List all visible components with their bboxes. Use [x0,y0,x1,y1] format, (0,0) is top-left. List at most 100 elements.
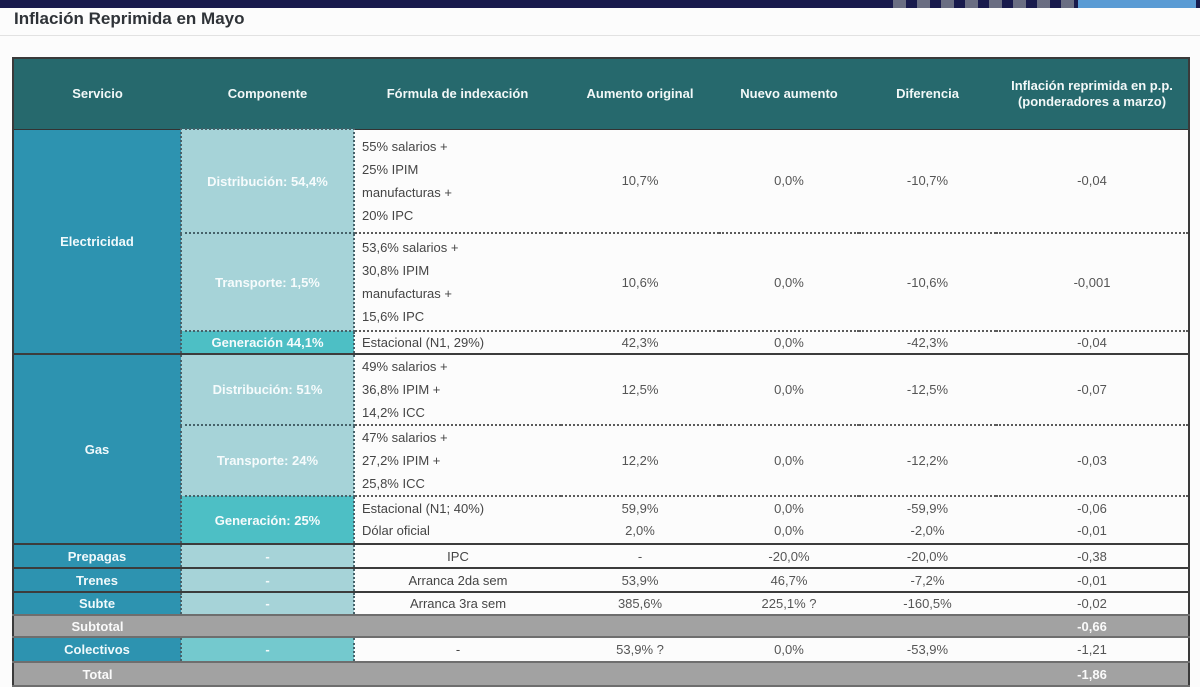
cell-servicio-subte: Subte [13,591,181,615]
cell-formula: Arranca 2da sem [354,567,561,592]
cell-inflacion-reprimida: -0,03 [996,424,1189,496]
value-line: -59,9% [906,501,949,516]
cell-inflacion-reprimida: -1,21 [996,636,1189,662]
cell-formula: 49% salarios + 36,8% IPIM + 14,2% ICC [354,353,561,425]
cell-formula: 53,6% salarios + 30,8% IPIM manufacturas… [354,232,561,331]
row-electricidad-distribucion: Electricidad Distribución: 54,4% 55% sal… [13,128,1189,354]
formula-line: 47% salarios + [362,430,448,445]
cell-total-spacer [181,661,996,687]
formula-line: Estacional (N1; 40%) [362,501,485,516]
value-line: 0,0% [774,501,804,516]
site-top-bar [0,0,1200,8]
value-line: 0,0% [774,523,804,538]
cell-nuevo-aumento: -20,0% [719,543,859,568]
cell-componente: - [180,636,355,663]
row-colectivos: Colectivos - - 53,9% ? 0,0% -53,9% -1,21 [13,636,1189,663]
value-line: -2,0% [910,523,945,538]
formula-line: 30,8% IPIM [362,263,430,278]
cell-nuevo-aumento: 0,0% [719,636,859,662]
col-header-nuevo-aumento: Nuevo aumento [719,58,859,130]
cell-formula: Arranca 3ra sem [354,591,561,615]
cell-aumento-original: 10,7% [621,173,659,189]
cell-aumento-original: 10,6% [561,232,719,331]
cell-inflacion-reprimida: -0,02 [996,591,1189,615]
row-electricidad-transporte: Transporte: 1,5% 53,6% salarios + 30,8% … [13,232,1189,332]
cell-subtotal-spacer [181,614,996,638]
cell-formula: - [354,636,561,662]
cell-inflacion-reprimida: -0,04 [996,330,1189,354]
cell-servicio-electricidad: Electricidad [13,129,181,354]
cell-total-inflacion: -1,86 [996,661,1189,687]
row-prepagas: Prepagas - IPC - -20,0% -20,0% -0,38 [13,543,1189,569]
cell-subtotal-label: Subtotal [13,614,181,638]
cell-nuevo-aumento: 0,0% [719,232,859,331]
table-header-row: Servicio Componente Fórmula de indexació… [13,58,1189,130]
formula-line: 27,2% IPIM + [362,453,441,468]
cell-formula: Estacional (N1; 40%) Dólar oficial [354,495,561,544]
cell-aumento-original: 53,9% ? [561,636,719,662]
cell-diferencia: -7,2% [859,567,996,592]
value-line: 2,0% [625,523,655,538]
cell-aumento-original: 12,5% [561,353,719,425]
formula-line: 20% IPC [362,207,414,223]
cell-inflacion-reprimida: -0,001 [996,232,1189,331]
inflation-table: Servicio Componente Fórmula de indexació… [12,57,1190,687]
cell-aumento-original: 59,9% 2,0% [561,495,719,544]
formula-line: Dólar oficial [362,523,430,538]
cell-diferencia: -12,5% [859,353,996,425]
cell-formula: 55% salarios + 25% IPIM manufacturas + 2… [354,129,561,233]
cell-aumento-original: 12,2% [561,424,719,496]
cell-inflacion-reprimida: -0,04 [1077,173,1107,189]
col-header-diferencia: Diferencia [859,58,996,130]
cell-aumento-original: - [561,543,719,568]
formula-line: manufacturas + [362,184,452,200]
cell-servicio-prepagas: Prepagas [13,543,181,568]
value-line: -0,01 [1077,523,1107,538]
title-divider [0,35,1200,36]
cell-inflacion-reprimida: -0,01 [996,567,1189,592]
col-header-inflacion-reprimida: Inflación reprimida en p.p. (ponderadore… [996,58,1189,130]
cell-componente-distribucion: Distribución: 51% [180,353,355,426]
formula-line: 25% IPIM [362,161,419,177]
row-subtotal: Subtotal -0,66 [13,614,1189,638]
cell-servicio-trenes: Trenes [13,567,181,592]
cell-diferencia: -10,7% [906,173,949,189]
row-subte: Subte - Arranca 3ra sem 385,6% 225,1% ? … [13,591,1189,616]
cell-diferencia: -59,9% -2,0% [859,495,996,544]
col-header-aumento-original: Aumento original [561,58,719,130]
row-gas-distribucion: Gas Distribución: 51% 49% salarios + 36,… [13,353,1189,544]
formula-line: 53,6% salarios + [362,240,459,255]
col-header-formula: Fórmula de indexación [354,58,561,130]
cell-nuevo-aumento: 0,0% [719,353,859,425]
row-electricidad-generacion: Generación 44,1% Estacional (N1, 29%) 42… [13,330,1189,355]
cell-componente: - [180,543,355,569]
top-bar-accent [1078,0,1196,8]
col-header-componente: Componente [181,58,354,130]
cell-formula: 47% salarios + 27,2% IPIM + 25,8% ICC [354,424,561,496]
cell-diferencia: -42,3% [859,330,996,354]
cell-formula: IPC [354,543,561,568]
row-trenes: Trenes - Arranca 2da sem 53,9% 46,7% -7,… [13,567,1189,593]
cell-diferencia: -10,6% [859,232,996,331]
formula-line: 55% salarios + [362,138,448,154]
cell-componente-transporte: Transporte: 24% [180,424,355,497]
row-gas-transporte: Transporte: 24% 47% salarios + 27,2% IPI… [13,424,1189,497]
value-line: -0,06 [1077,501,1107,516]
cell-total-label: Total [13,661,181,687]
cell-nuevo-aumento: 46,7% [719,567,859,592]
cell-nuevo-aumento: 0,0% [719,330,859,354]
cell-componente: - [180,567,355,593]
page-title: Inflación Reprimida en Mayo [14,9,245,28]
formula-line: 14,2% ICC [362,405,425,420]
formula-line: 15,6% IPC [362,309,425,324]
cell-diferencia: -20,0% [859,543,996,568]
cell-aumento-original: 385,6% [561,591,719,615]
formula-line: manufacturas + [362,286,452,301]
cell-nuevo-aumento: 0,0% 0,0% [719,495,859,544]
formula-line: 36,8% IPIM + [362,382,441,397]
cell-servicio-gas: Gas [13,353,181,544]
cell-nuevo-aumento: 225,1% ? [719,591,859,615]
cell-componente: - [180,591,355,616]
cell-diferencia: -53,9% [859,636,996,662]
cell-componente-distribucion: Distribución: 54,4% [180,128,355,234]
